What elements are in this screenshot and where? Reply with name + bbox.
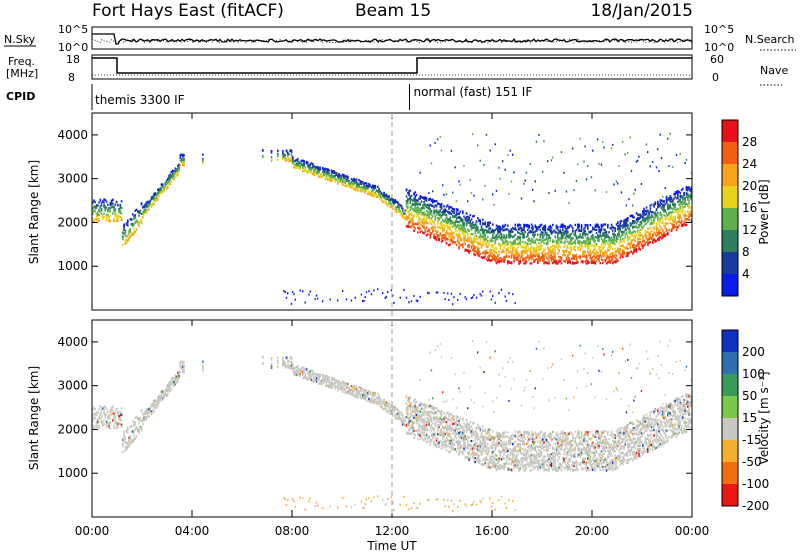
- power-y-axis: 1000 2000 3000 4000: [57, 128, 692, 273]
- velocity-colorbar-label: Velocity [m s⁻¹]: [757, 371, 771, 464]
- noise-left-tick-bottom: 10^0: [58, 41, 88, 54]
- colorbar-tick-label: 24: [742, 157, 757, 171]
- noise-search-line: [92, 38, 693, 44]
- power-ylabel: Slant Range [km]: [27, 160, 41, 264]
- y-tick-label: 4000: [57, 128, 88, 142]
- nave-tick-top: 60: [710, 53, 724, 66]
- nave-label: Nave: [760, 64, 788, 77]
- velocity-scatter: [92, 339, 693, 513]
- colorbar-segment: [722, 142, 738, 164]
- x-tick-label: 04:00: [175, 524, 210, 538]
- power-panel: 1000 2000 3000 4000 Slant Range [km] 4 8 12 16…: [27, 112, 771, 311]
- colorbar-segment: [722, 252, 738, 274]
- colorbar-segment: [722, 274, 738, 296]
- freq-tick-bottom: 8: [68, 71, 75, 84]
- colorbar-tick-label: 15: [742, 411, 757, 425]
- cpid-mode-normal: normal (fast) 151 IF: [414, 85, 533, 99]
- noise-right-label: N.Search: [745, 33, 795, 46]
- noise-left-label: N.Sky: [4, 33, 36, 46]
- power-colorbar: 4 8 12 16 20 24 28: [721, 119, 757, 297]
- colorbar-tick-label: 16: [742, 201, 757, 215]
- colorbar-tick-label: 200: [742, 345, 765, 359]
- colorbar-segment: [722, 120, 738, 142]
- frequency-panel: Freq. [MHz] 18 8 60 0 Nave: [6, 53, 788, 86]
- colorbar-segment: [722, 164, 738, 186]
- cpid-panel: CPID themis 3300 IF normal (fast) 151 IF: [6, 84, 532, 110]
- x-tick-label: 12:00: [375, 524, 410, 538]
- freq-label-line1: Freq.: [8, 55, 35, 68]
- noise-sky-line: [92, 33, 693, 45]
- colorbar-tick-label: 20: [742, 179, 757, 193]
- colorbar-segment: [722, 352, 738, 374]
- colorbar-tick-label: 8: [742, 245, 750, 259]
- colorbar-tick-label: -200: [742, 499, 769, 513]
- x-tick-label: 20:00: [575, 524, 610, 538]
- frequency-line: [92, 57, 692, 74]
- x-tick-label: 08:00: [275, 524, 310, 538]
- colorbar-tick-label: 28: [742, 135, 757, 149]
- colorbar-segment: [722, 418, 738, 440]
- colorbar-segment: [722, 230, 738, 252]
- colorbar-segment: [722, 484, 738, 506]
- noise-left-tick-top: 10^5: [58, 23, 88, 36]
- freq-tick-top: 18: [66, 53, 80, 66]
- velocity-ylabel: Slant Range [km]: [27, 366, 41, 470]
- freq-label-line2: [MHz]: [6, 67, 38, 80]
- y-tick-label: 1000: [57, 259, 88, 273]
- colorbar-tick-label: 4: [742, 267, 750, 281]
- noise-right-tick-bottom: 10^0: [704, 41, 734, 54]
- velocity-y-axis: 1000 2000 3000 4000: [57, 335, 692, 480]
- velocity-colorbar: 200 100 50 15 -15 -50 -100 -200: [721, 329, 769, 513]
- colorbar-tick-label: -100: [742, 477, 769, 491]
- colorbar-segment: [722, 208, 738, 230]
- y-tick-label: 3000: [57, 379, 88, 393]
- colorbar-tick-label: -50: [742, 455, 762, 469]
- y-tick-label: 4000: [57, 335, 88, 349]
- cpid-mode-themis: themis 3300 IF: [95, 93, 185, 107]
- nave-tick-bottom: 0: [712, 71, 719, 84]
- x-tick-label: 16:00: [475, 524, 510, 538]
- time-xlabel: Time UT: [366, 539, 417, 553]
- y-tick-label: 1000: [57, 466, 88, 480]
- noise-panel: N.Sky 10^5 10^0 10^5 10^0 N.Search: [4, 23, 796, 54]
- power-scatter: [92, 132, 693, 306]
- colorbar-tick-label: 50: [742, 389, 757, 403]
- beam-title: Beam 15: [355, 1, 431, 21]
- date-title: 18/Jan/2015: [590, 1, 693, 21]
- colorbar-segment: [722, 374, 738, 396]
- noise-right-tick-top: 10^5: [704, 23, 734, 36]
- x-tick-label: 00:00: [75, 524, 110, 538]
- colorbar-segment: [722, 186, 738, 208]
- colorbar-tick-label: -15: [742, 433, 762, 447]
- x-tick-label: 00:00: [675, 524, 710, 538]
- cpid-label: CPID: [6, 90, 35, 103]
- colorbar-segment: [722, 396, 738, 418]
- colorbar-tick-label: 12: [742, 223, 757, 237]
- time-x-axis: 00:00 04:00 08:00 12:00 16:00 20:00 00:00: [75, 113, 710, 538]
- colorbar-tick-label: 100: [742, 367, 765, 381]
- colorbar-segment: [722, 440, 738, 462]
- colorbar-segment: [722, 462, 738, 484]
- station-title: Fort Hays East (fitACF): [92, 1, 284, 21]
- y-tick-label: 2000: [57, 422, 88, 436]
- y-tick-label: 3000: [57, 172, 88, 186]
- power-colorbar-label: Power [dB]: [757, 179, 771, 244]
- y-tick-label: 2000: [57, 215, 88, 229]
- colorbar-segment: [722, 330, 738, 352]
